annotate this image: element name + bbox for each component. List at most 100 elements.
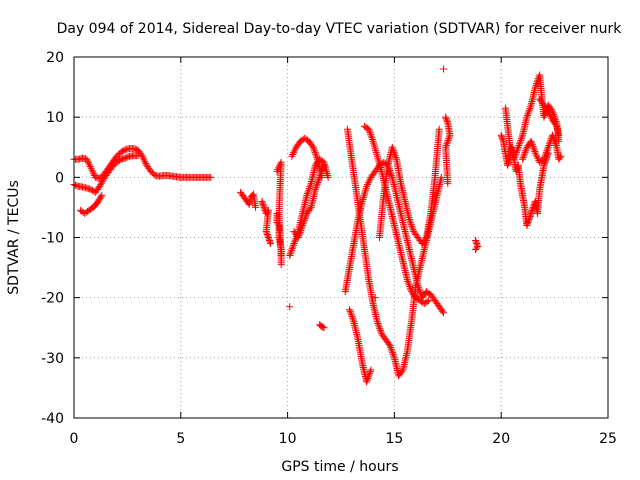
x-tick-label: 5 [176, 431, 185, 447]
data-point [388, 347, 396, 355]
data-point [557, 152, 565, 160]
data-point [120, 146, 128, 154]
data-point [86, 163, 94, 171]
data-point [377, 328, 385, 336]
data-point [363, 181, 371, 189]
data-point [134, 152, 142, 160]
data-point [139, 154, 147, 162]
data-point [540, 161, 548, 169]
data-point [95, 196, 103, 204]
data-point [541, 111, 549, 119]
data-point [320, 324, 328, 332]
data-point [514, 145, 522, 153]
data-point [374, 154, 382, 162]
data-point [531, 83, 539, 91]
data-point [370, 139, 378, 147]
data-point [473, 244, 481, 252]
data-point [511, 152, 519, 160]
data-point [376, 326, 384, 334]
series-arc-19 [501, 71, 563, 163]
data-point [524, 110, 532, 118]
data-point [298, 223, 306, 231]
data-point [312, 152, 320, 160]
data-point [371, 145, 379, 153]
data-point [287, 248, 295, 256]
series-arc-10 [316, 321, 328, 332]
data-point [290, 240, 298, 248]
data-point [123, 153, 131, 161]
data-point [526, 103, 534, 111]
data-point [367, 366, 375, 374]
data-point [260, 203, 268, 211]
data-point [362, 186, 370, 194]
data-point [373, 152, 381, 160]
data-point [392, 154, 400, 162]
data-point [367, 132, 375, 140]
data-point [305, 185, 313, 193]
data-point [522, 145, 530, 153]
data-point [289, 243, 297, 251]
data-point [443, 138, 451, 146]
data-point [444, 179, 452, 187]
data-point [440, 309, 448, 317]
data-point [371, 143, 379, 151]
data-point [288, 246, 296, 254]
data-point [531, 148, 539, 156]
data-point [84, 157, 92, 165]
data-point [286, 250, 294, 258]
data-point [312, 150, 320, 158]
data-point [498, 133, 506, 141]
data-point [528, 141, 536, 149]
data-point [265, 235, 273, 243]
data-point [312, 184, 320, 192]
data-point [349, 316, 357, 324]
data-point [316, 173, 324, 181]
data-point [516, 140, 524, 148]
data-point [371, 294, 379, 302]
data-point [116, 156, 124, 164]
y-tick-label: -40 [41, 411, 64, 427]
data-point [96, 182, 104, 190]
data-point [523, 113, 531, 121]
data-point [141, 158, 149, 166]
data-point [360, 190, 368, 198]
data-point [390, 148, 398, 156]
data-point [367, 130, 375, 138]
data-point [443, 118, 451, 126]
data-point [556, 154, 564, 162]
data-point [389, 147, 397, 155]
data-point [530, 144, 538, 152]
data-point [389, 349, 397, 357]
data-point [472, 246, 480, 254]
data-point [526, 212, 534, 220]
data-point [320, 161, 328, 169]
data-point [543, 147, 551, 155]
data-point [300, 216, 308, 224]
data-point [302, 211, 310, 219]
data-point [374, 319, 382, 327]
data-point [365, 125, 373, 133]
data-point [389, 145, 397, 153]
data-point [365, 127, 373, 135]
data-point [300, 218, 308, 226]
axis-ticks [73, 56, 609, 419]
data-point [524, 218, 532, 226]
series-arc-5 [258, 197, 275, 248]
data-point [131, 145, 139, 153]
y-tick-label: -30 [41, 351, 64, 367]
data-point [306, 183, 314, 191]
data-point [317, 168, 325, 176]
data-point [391, 150, 399, 158]
data-point [365, 371, 373, 379]
data-points [70, 65, 565, 386]
data-point [286, 303, 294, 311]
data-point [390, 352, 398, 360]
data-point [527, 137, 535, 145]
data-point [288, 245, 296, 253]
data-point [264, 234, 272, 241]
data-point [526, 214, 534, 222]
x-tick-label: 20 [492, 431, 510, 447]
y-tick-label: -20 [41, 291, 64, 307]
data-point [347, 309, 355, 317]
series-arc-21 [536, 95, 563, 139]
